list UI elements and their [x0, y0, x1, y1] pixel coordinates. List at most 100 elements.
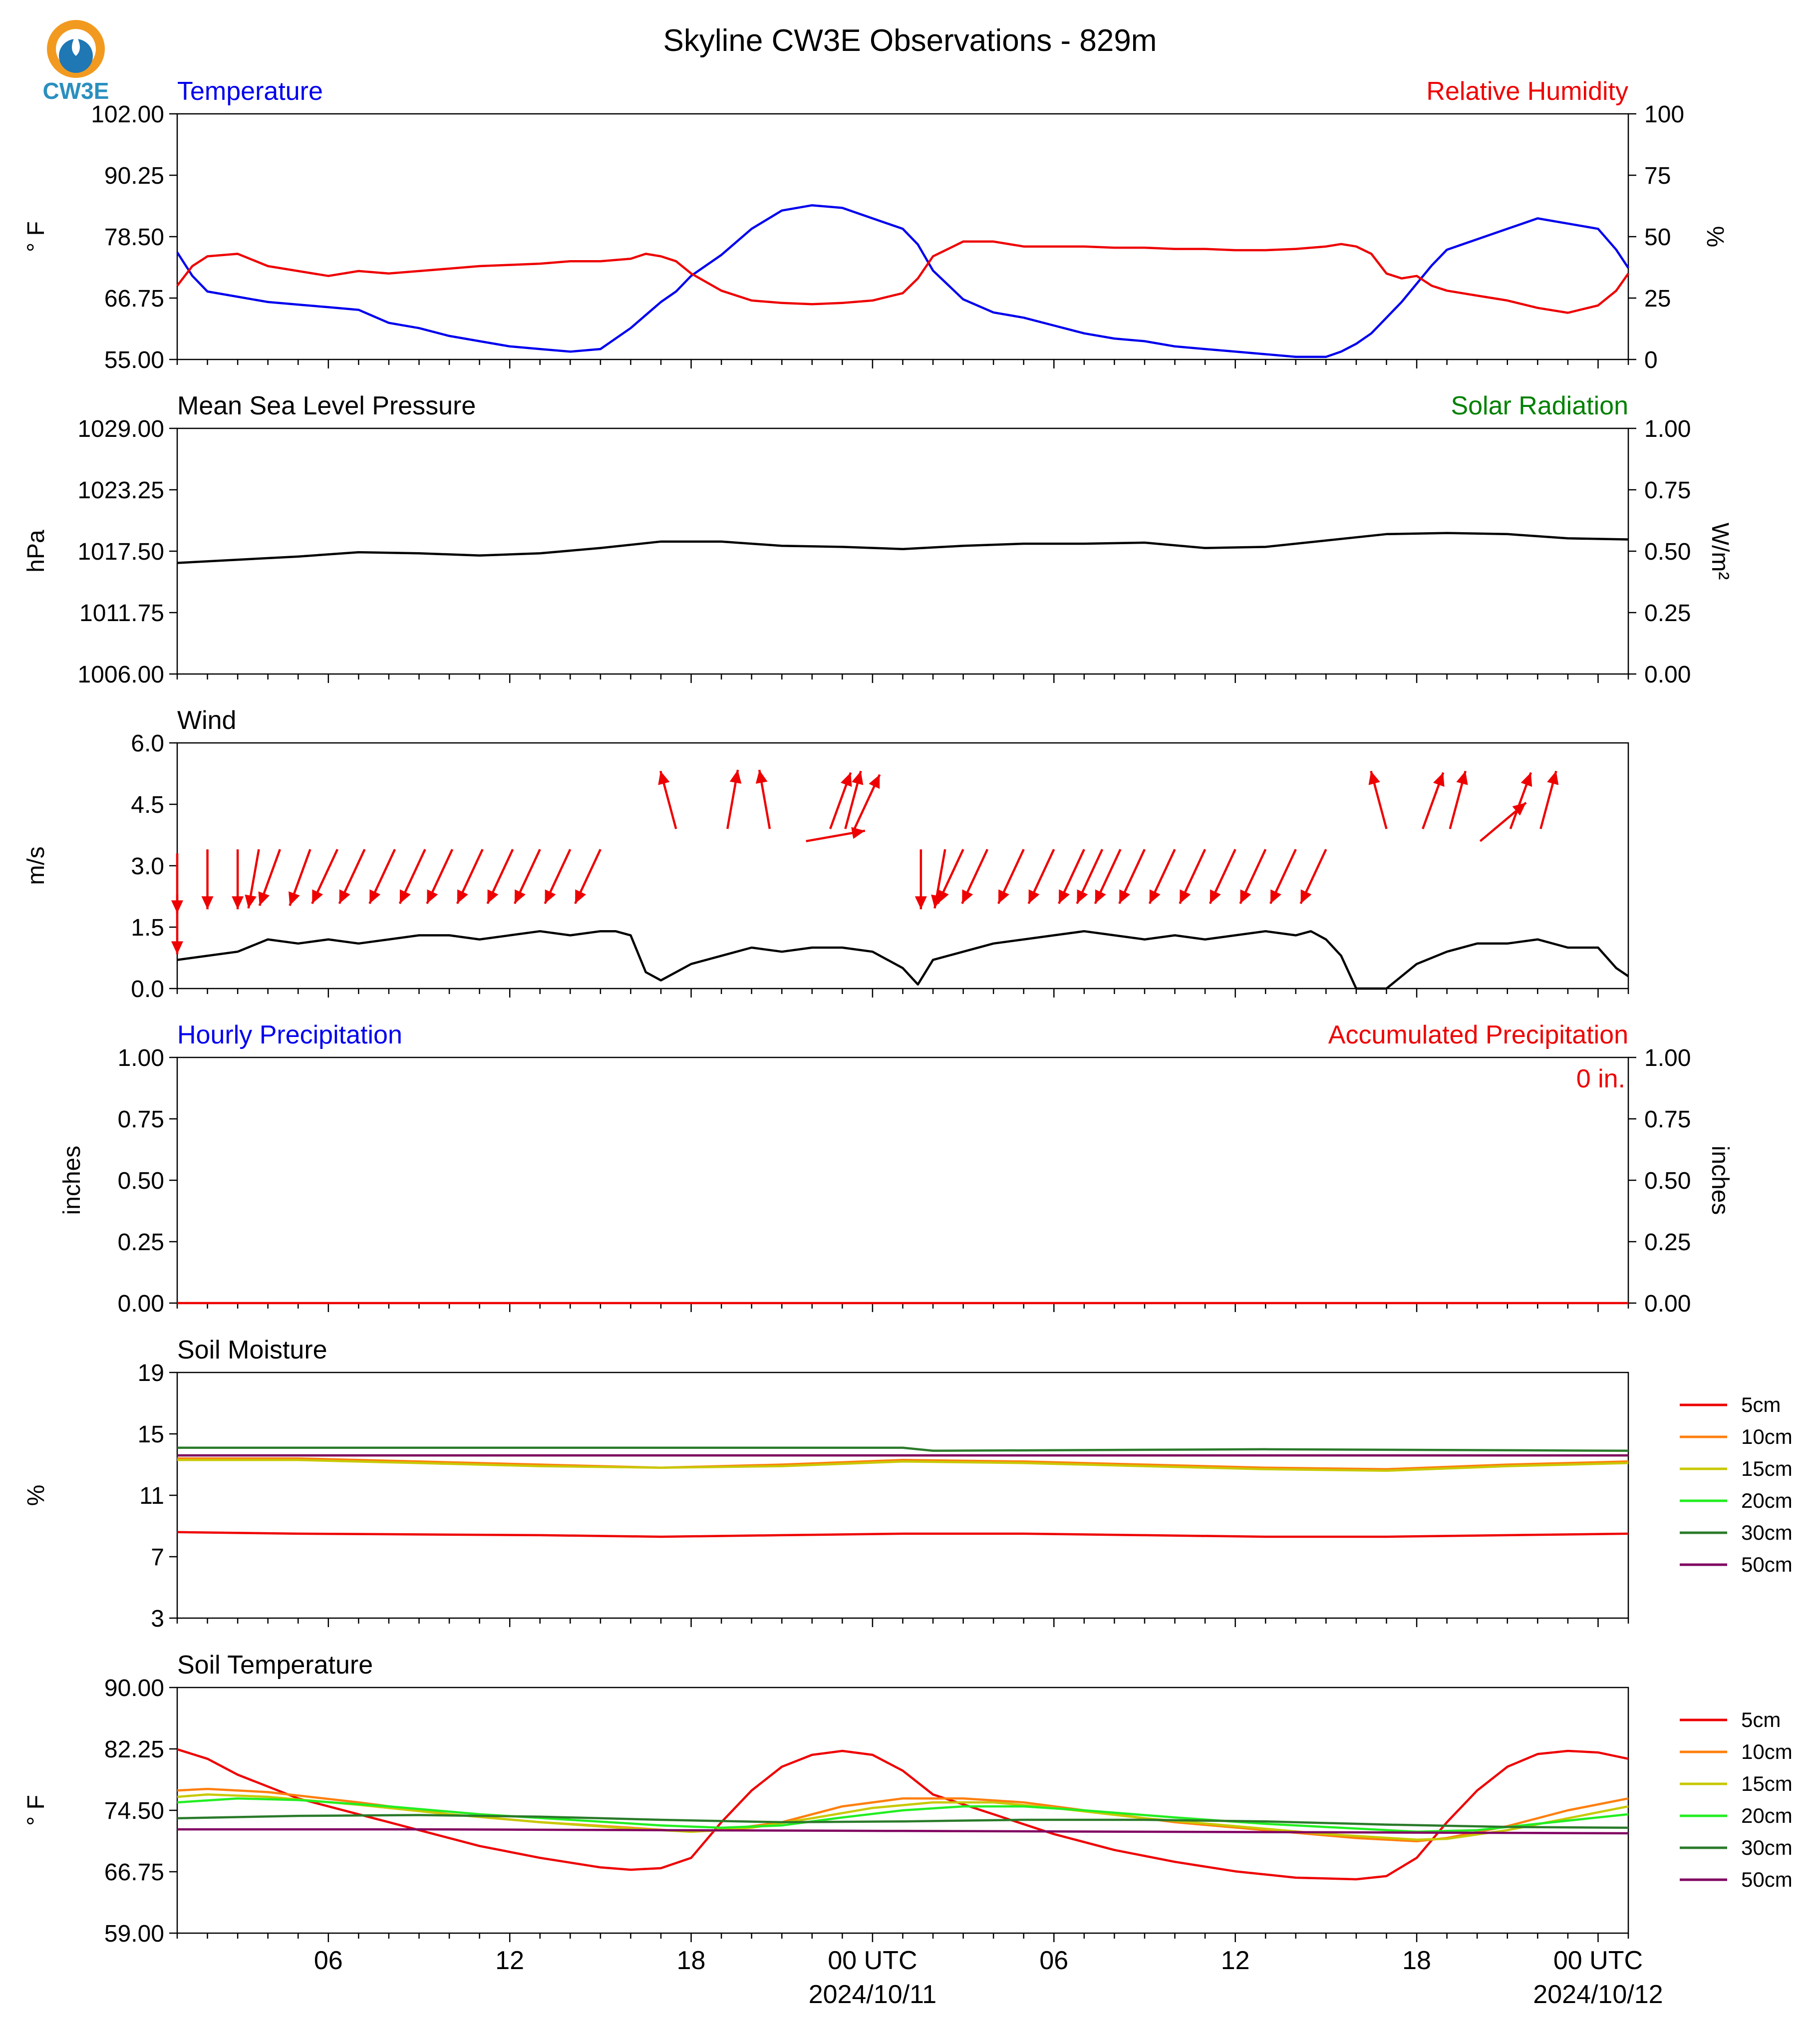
wind-arrow-head: [515, 889, 526, 904]
wind-arrow-head: [1270, 889, 1281, 904]
legend-label-5cm: 5cm: [1741, 1393, 1781, 1416]
wind-arrow-head: [1059, 889, 1070, 904]
wind-arrow-head: [1300, 889, 1312, 904]
y-tick-label-left: 4.5: [131, 792, 164, 818]
y-tick-label-left: 19: [138, 1360, 164, 1386]
logo-drop-icon: [72, 35, 80, 56]
y-tick-label-right: 1.00: [1644, 416, 1691, 442]
wind-arrow-head: [1095, 889, 1106, 904]
y-tick-label-right: 75: [1644, 163, 1671, 189]
y-tick-label-left: 78.50: [104, 224, 164, 251]
y-tick-label-left: 66.75: [104, 286, 164, 312]
panel-title-left: Wind: [177, 706, 236, 735]
y-tick-label-left: 1017.50: [77, 539, 164, 565]
y-tick-label-left: 0.00: [118, 1291, 164, 1317]
x-tick-label: 12: [1221, 1946, 1250, 1975]
legend-label-50cm: 50cm: [1741, 1553, 1793, 1576]
y-tick-label-left: 0.50: [118, 1168, 164, 1194]
wind-arrow-head: [852, 771, 864, 785]
wind-arrow-head: [1149, 889, 1161, 904]
y-tick-label-left: 82.25: [104, 1736, 164, 1763]
panel-title-left: Soil Moisture: [177, 1336, 327, 1364]
panel-wind: 6.0 4.5 3.0 1.5 0.0 Wind m/s: [23, 706, 1629, 1003]
y-tick-label-left: 7: [151, 1544, 164, 1571]
panel-title-right: Relative Humidity: [1426, 77, 1628, 106]
wind-arrow-head: [1456, 771, 1468, 785]
y-tick-label-right: 1.00: [1644, 1045, 1691, 1071]
plot-frame: [176, 742, 1629, 990]
wind-arrow-head: [369, 889, 381, 904]
y-tick-label-left: 0.25: [118, 1229, 164, 1256]
figure-title: Skyline CW3E Observations - 829m: [663, 23, 1157, 58]
y-tick-label-left: 1023.25: [77, 477, 164, 504]
wind-arrow-head: [962, 889, 973, 904]
wind-arrow-head: [1028, 889, 1040, 904]
y-axis-label-right: inches: [1707, 1146, 1733, 1215]
cw3e-logo: CW3E: [43, 20, 109, 104]
logo-text: CW3E: [43, 78, 109, 104]
legend: 5cm 10cm 15cm 20cm 30cm 50cm: [1680, 1393, 1793, 1576]
y-axis-label-left: inches: [59, 1146, 85, 1215]
wind-arrow-head: [457, 889, 468, 904]
y-tick-label-right: 25: [1644, 286, 1671, 312]
series-line-5cm: [177, 1748, 1629, 1881]
wind-arrow-head: [755, 770, 768, 784]
wind-arrow-head: [1368, 771, 1380, 785]
panel-title-left: Mean Sea Level Pressure: [177, 391, 476, 420]
y-tick-label-left: 90.00: [104, 1675, 164, 1701]
series-line-wind-speed: [177, 930, 1629, 990]
y-axis-label-left: ° F: [23, 221, 49, 252]
wind-arrow-head: [545, 889, 556, 904]
y-axis-label-left: m/s: [23, 846, 49, 885]
plot-frame: [176, 1371, 1629, 1619]
series-line-relative-humidity: [176, 240, 1629, 314]
panel-soil_moisture: 19 15 11 7 3 Soil Moisture% 5cm 10cm 15cm 20cm 30c…: [23, 1336, 1793, 1632]
y-axis-label-right: %: [1702, 226, 1728, 248]
y-tick-label-left: 66.75: [104, 1859, 164, 1886]
series-line-mean-sea-level-pressure: [177, 532, 1629, 564]
wind-arrow-head: [171, 900, 183, 914]
x-tick-label: 00 UTC: [1553, 1946, 1643, 1975]
x-axis-labels: 06 12 18 00 UTC 06 12 18 00 UTC 2024/10/11 2024/1…: [314, 1946, 1663, 2009]
wind-arrow-head: [937, 889, 949, 904]
panel-precip: 1.00 0.75 0.50 0.25 0.00 1.00 0.75 0.50 0.25 0.00…: [59, 1020, 1733, 1317]
panel-title-left: Soil Temperature: [177, 1651, 373, 1680]
y-tick-label-right: 100: [1644, 101, 1684, 128]
wind-arrow-head: [1547, 771, 1559, 785]
y-tick-label-left: 102.00: [91, 101, 164, 128]
legend-label-15cm: 15cm: [1741, 1772, 1793, 1795]
y-axis-label-right: W/m²: [1707, 523, 1733, 580]
panel-pressure_solar: 1029.00 1023.25 1017.50 1011.75 1006.00 1.00 0…: [23, 391, 1733, 688]
wind-arrow-head: [1119, 889, 1131, 904]
plot-frame: [176, 1056, 1629, 1304]
series-line-20cm: [177, 1797, 1629, 1833]
wind-arrow-head: [1077, 889, 1088, 904]
y-tick-label-left: 1.5: [131, 915, 164, 941]
y-tick-label-left: 55.00: [104, 347, 164, 373]
wind-arrow-head: [1180, 889, 1191, 904]
wind-arrow-head: [1240, 889, 1251, 904]
y-tick-label-left: 6.0: [131, 730, 164, 757]
y-tick-label-left: 59.00: [104, 1921, 164, 1947]
y-tick-label-right: 0.50: [1644, 539, 1691, 565]
panel-soil_temperature: 90.00 82.25 74.50 66.75 59.00 Soil Temperatur…: [23, 1651, 1793, 1947]
wind-arrow-head: [998, 889, 1009, 904]
wind-arrow-head: [427, 889, 438, 904]
y-axis-label-left: ° F: [23, 1795, 49, 1826]
legend-label-10cm: 10cm: [1741, 1740, 1793, 1763]
series-line-30cm: [177, 1814, 1629, 1829]
y-tick-label-left: 0.0: [131, 976, 164, 1003]
wind-arrow-head: [869, 774, 880, 789]
wind-arrow-head: [258, 891, 270, 906]
wind-arrow-head: [658, 771, 670, 785]
panel-title-left: Temperature: [177, 77, 323, 106]
y-tick-label-left: 1.00: [118, 1045, 164, 1071]
x-tick-label: 06: [314, 1946, 343, 1975]
series-line-30cm: [177, 1446, 1629, 1452]
series-line-50cm: [177, 1828, 1629, 1835]
y-tick-label-right: 0.75: [1644, 1106, 1691, 1133]
y-tick-label-left: 0.75: [118, 1106, 164, 1133]
wind-arrow-head: [851, 827, 865, 839]
wind-arrow-head: [289, 891, 300, 906]
y-tick-label-left: 1029.00: [77, 416, 164, 442]
